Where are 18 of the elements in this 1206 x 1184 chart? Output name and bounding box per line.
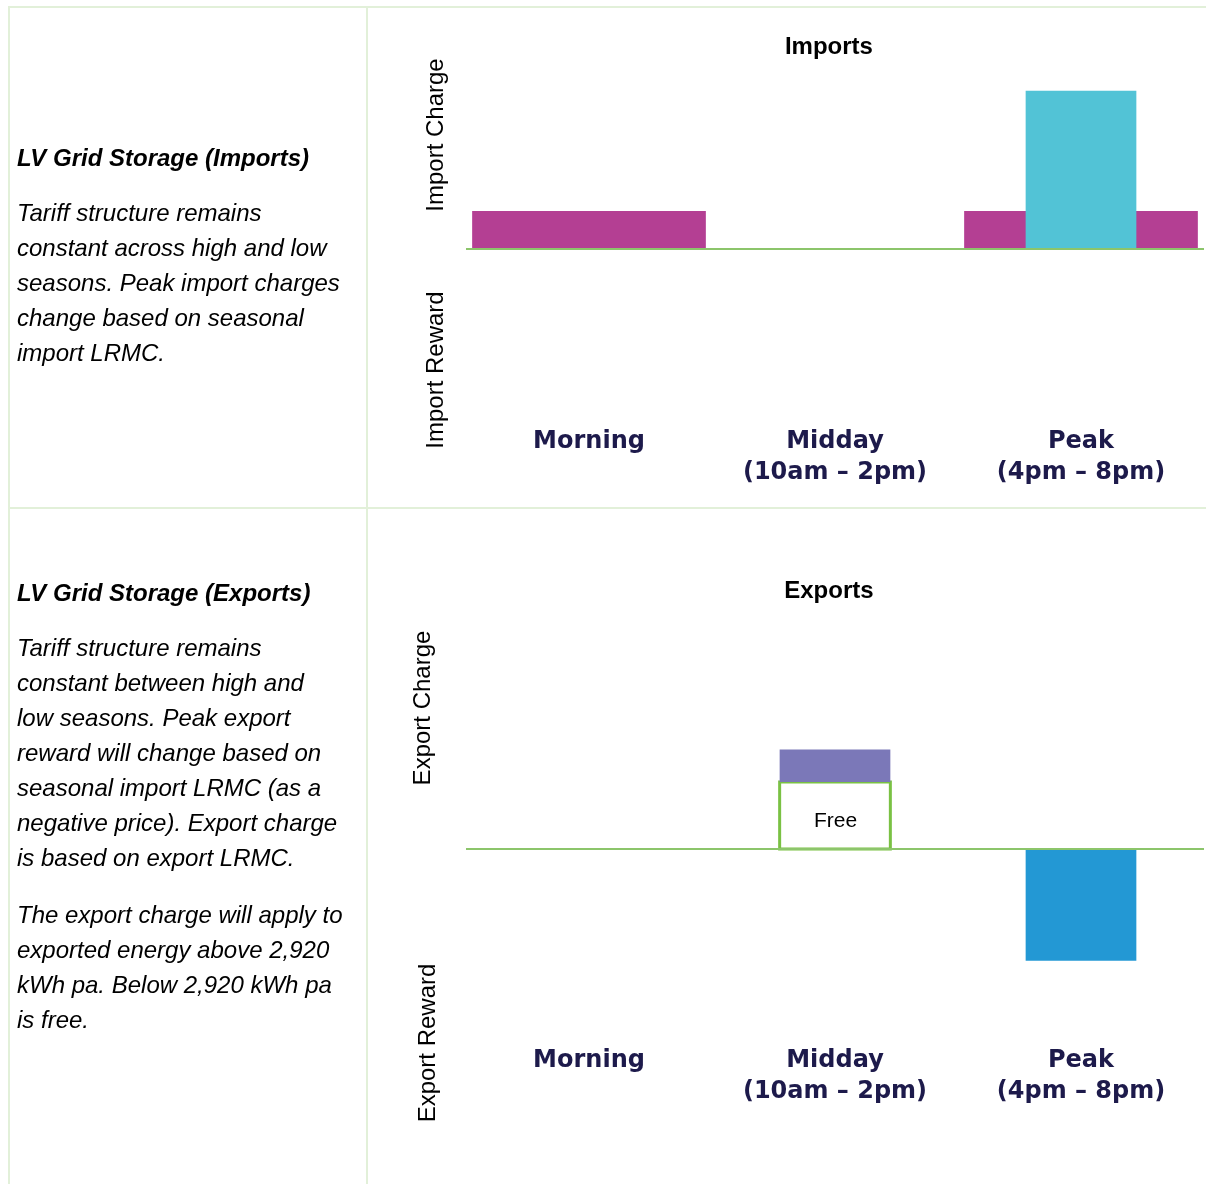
chart-title: Imports — [784, 32, 873, 60]
text: LV Grid Storage (Imports) — [17, 143, 311, 173]
chart-title: Exports — [784, 576, 874, 604]
text: Import Reward — [421, 291, 448, 449]
x-tick-label: Midday (10am – 2pm) — [742, 1045, 928, 1105]
text: Tariff structure remains constant across high and low seasons. Peak import charges change based on seasonal import LRMC. — [17, 198, 341, 368]
text: Tariff structure remains constant between high and low seasons. Peak export reward will change based on seasonal import LRMC (as a negative price). Export charge is based on export LRMC. — [17, 633, 339, 873]
x-tick-label: Midday (10am – 2pm) — [742, 426, 928, 486]
y-axis-title: Import Charge — [421, 58, 448, 212]
text: The export charge will apply to exported energy above 2,920 kWh pa. Below 2,920 kWh pa is free. — [17, 900, 344, 1035]
x-tick-label: Morning — [533, 1045, 645, 1073]
text: Export Reward — [413, 963, 440, 1123]
x-tick-label: Peak (4pm – 8pm) — [996, 426, 1166, 486]
x-tick-label: Peak (4pm – 8pm) — [996, 1045, 1166, 1105]
text: LV Grid Storage (Exports) — [17, 578, 312, 608]
annotation: Free — [814, 808, 858, 831]
x-tick-label: Morning — [533, 426, 645, 454]
y-axis-title: Export Charge — [408, 630, 435, 786]
